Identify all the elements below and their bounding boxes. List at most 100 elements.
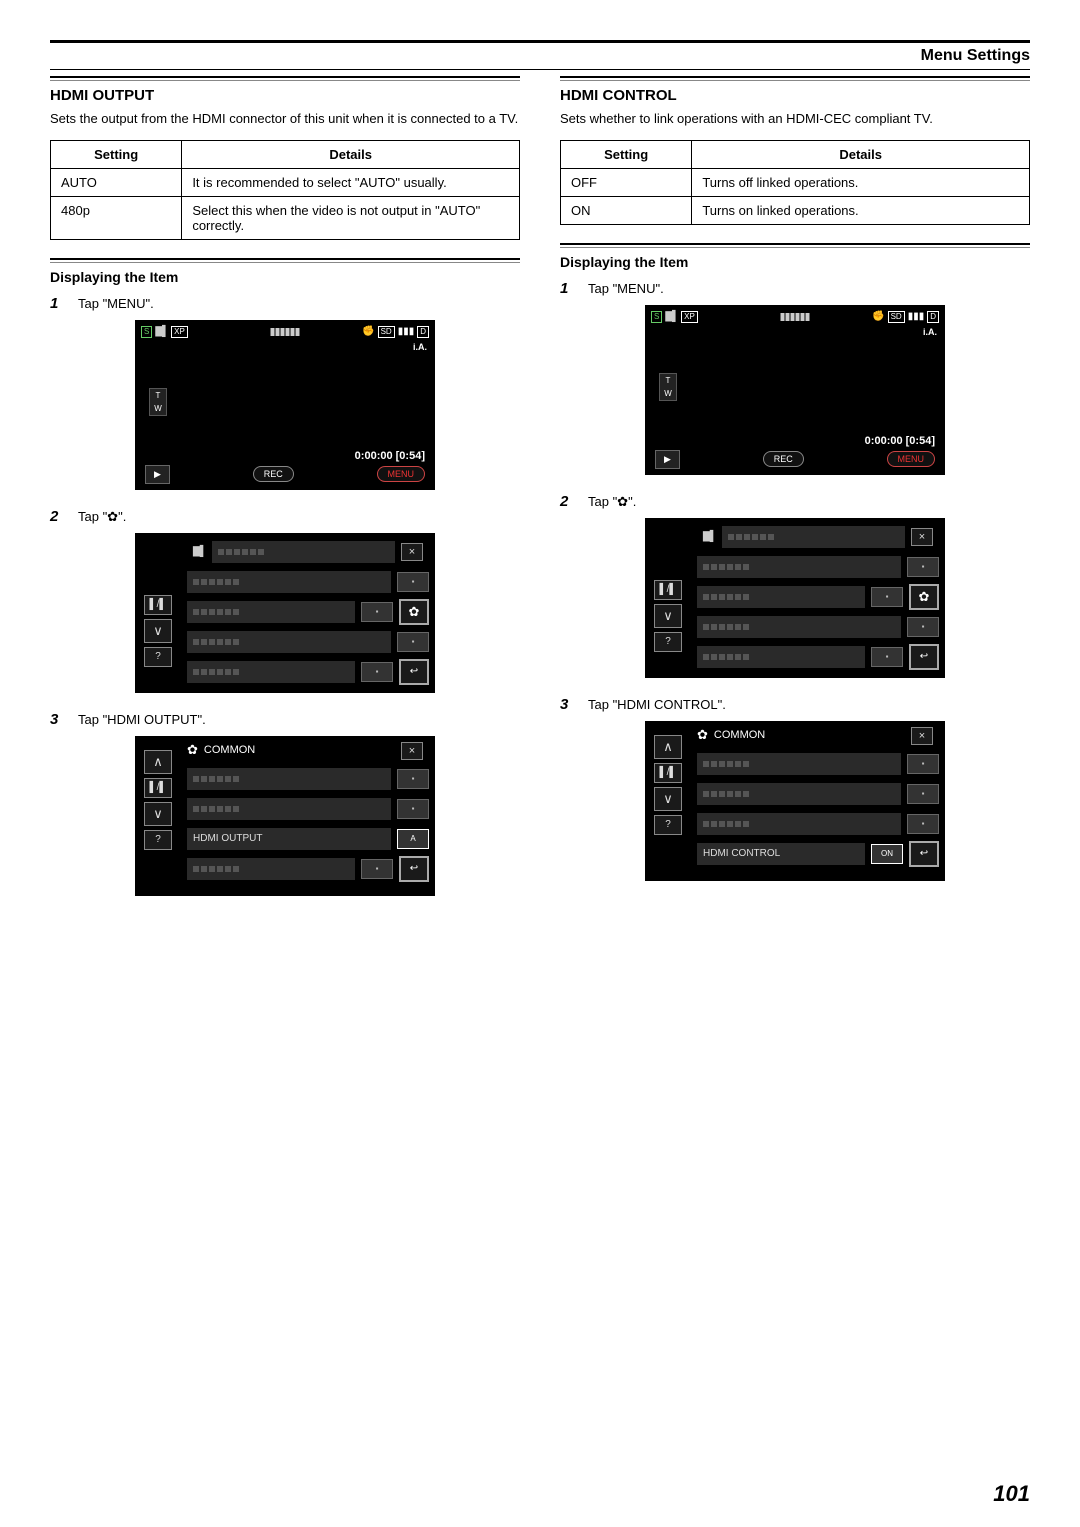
menu-button[interactable]: MENU [377, 466, 426, 482]
cell-setting: 480p [51, 196, 182, 239]
hdmi-control-desc: Sets whether to link operations with an … [560, 110, 1030, 128]
zoom-control[interactable]: T W [659, 373, 677, 401]
step: 3 Tap "HDMI CONTROL". [560, 696, 1030, 713]
section-rule-thin [50, 80, 520, 81]
hdmi-control-value: ON [871, 844, 903, 864]
menu-value: ▪ [397, 769, 429, 789]
help-button[interactable]: ? [654, 815, 682, 835]
menu-value: ▪ [907, 754, 939, 774]
close-button[interactable]: × [911, 727, 933, 745]
down-button[interactable]: ∨ [654, 604, 682, 628]
menu-screen: ▌/▌ ∨ ? × ▪ ▪ ▪ ▪ ↩ [645, 518, 945, 678]
step-text: Tap "✿". [588, 494, 636, 510]
video-icon [703, 531, 716, 542]
gear-button[interactable] [399, 599, 429, 625]
mode-toggle[interactable]: ▌/▌ [654, 580, 682, 600]
gear-icon [919, 589, 930, 605]
help-button[interactable]: ? [144, 830, 172, 850]
battery-icon: ▮▮▮ [398, 326, 415, 337]
menu-value: ▪ [907, 784, 939, 804]
help-button[interactable]: ? [144, 647, 172, 667]
help-button[interactable]: ? [654, 632, 682, 652]
zoom-control[interactable]: T W [149, 388, 167, 416]
step-number: 1 [50, 295, 64, 312]
page-number: 101 [993, 1481, 1030, 1507]
close-button[interactable]: × [911, 528, 933, 546]
level-meter [271, 328, 300, 336]
back-button[interactable]: ↩ [909, 841, 939, 867]
table-row: 480p Select this when the video is not o… [51, 196, 520, 239]
level-meter [781, 313, 810, 321]
th-details: Details [692, 140, 1030, 168]
hdmi-control-title: HDMI CONTROL [560, 87, 1030, 104]
gear-icon [187, 742, 198, 758]
header-rule-thick [50, 40, 1030, 43]
page-header: Menu Settings [50, 47, 1030, 65]
gear-button[interactable] [909, 584, 939, 610]
step: 1 Tap "MENU". [50, 295, 520, 312]
play-button[interactable]: ▶ [655, 450, 680, 469]
menu-value: ▪ [871, 587, 903, 607]
th-setting: Setting [561, 140, 692, 168]
ia-label: i.A. [923, 327, 937, 337]
right-column: HDMI CONTROL Sets whether to link operat… [560, 76, 1030, 914]
common-screen: ∧ ▌/▌ ∨ ? COMMON × ▪ ▪ ▪ HDMI CONTROLON↩ [645, 721, 945, 881]
mode-toggle[interactable]: ▌/▌ [144, 778, 172, 798]
step: 2 Tap "✿". [560, 493, 1030, 510]
common-screen: ∧ ▌/▌ ∨ ? COMMON × ▪ ▪ HDMI OUTPUTA ▪↩ [135, 736, 435, 896]
up-button[interactable]: ∧ [144, 750, 172, 774]
header-rule-thin [50, 69, 1030, 70]
hdmi-control-item[interactable]: HDMI CONTROL [697, 843, 865, 865]
back-button[interactable]: ↩ [909, 644, 939, 670]
rec-button[interactable]: REC [763, 451, 804, 467]
menu-value: ▪ [907, 617, 939, 637]
back-button[interactable]: ↩ [399, 856, 429, 882]
step-text: Tap "HDMI CONTROL". [588, 697, 726, 712]
up-button[interactable]: ∧ [654, 735, 682, 759]
step-text: Tap "HDMI OUTPUT". [78, 712, 206, 727]
close-button[interactable]: × [401, 543, 423, 561]
menu-value: ▪ [907, 557, 939, 577]
wide-label: W [150, 402, 166, 415]
menu-button[interactable]: MENU [887, 451, 936, 467]
section-rule-thin [560, 247, 1030, 248]
cell-setting: AUTO [51, 168, 182, 196]
hdmi-output-table: Setting Details AUTO It is recommended t… [50, 140, 520, 240]
mode-toggle[interactable]: ▌/▌ [144, 595, 172, 615]
gear-icon [697, 727, 708, 743]
xp-icon: XP [171, 326, 188, 338]
play-button[interactable]: ▶ [145, 465, 170, 484]
displaying-item-heading: Displaying the Item [50, 269, 520, 285]
menu-value: ▪ [871, 647, 903, 667]
down-button[interactable]: ∨ [144, 802, 172, 826]
mode-toggle[interactable]: ▌/▌ [654, 763, 682, 783]
step-text: Tap "MENU". [78, 296, 154, 311]
left-column: HDMI OUTPUT Sets the output from the HDM… [50, 76, 520, 914]
cell-details: Select this when the video is not output… [182, 196, 520, 239]
wide-label: W [660, 387, 676, 400]
down-button[interactable]: ∨ [144, 619, 172, 643]
back-button[interactable]: ↩ [399, 659, 429, 685]
step-number: 2 [50, 508, 64, 525]
rec-button[interactable]: REC [253, 466, 294, 482]
hdmi-output-desc: Sets the output from the HDMI connector … [50, 110, 520, 128]
cell-setting: ON [561, 196, 692, 224]
hdmi-output-item[interactable]: HDMI OUTPUT [187, 828, 391, 850]
close-button[interactable]: × [401, 742, 423, 760]
menu-value: ▪ [397, 799, 429, 819]
hdmi-control-table: Setting Details OFF Turns off linked ope… [560, 140, 1030, 225]
step-text: Tap "✿". [78, 509, 126, 525]
sd-icon: SD [378, 326, 395, 338]
step-number: 2 [560, 493, 574, 510]
displaying-item-heading: Displaying the Item [560, 254, 1030, 270]
table-row: ON Turns on linked operations. [561, 196, 1030, 224]
th-setting: Setting [51, 140, 182, 168]
s-icon: S [141, 326, 152, 338]
step-text: Tap "MENU". [588, 281, 664, 296]
step: 1 Tap "MENU". [560, 280, 1030, 297]
rec-screen: S XP ✊ SD ▮▮▮ D i.A. T W 0:00 [645, 305, 945, 475]
menu-value: ▪ [361, 662, 393, 682]
down-button[interactable]: ∨ [654, 787, 682, 811]
hand-icon: ✊ [872, 311, 884, 322]
table-row: OFF Turns off linked operations. [561, 168, 1030, 196]
